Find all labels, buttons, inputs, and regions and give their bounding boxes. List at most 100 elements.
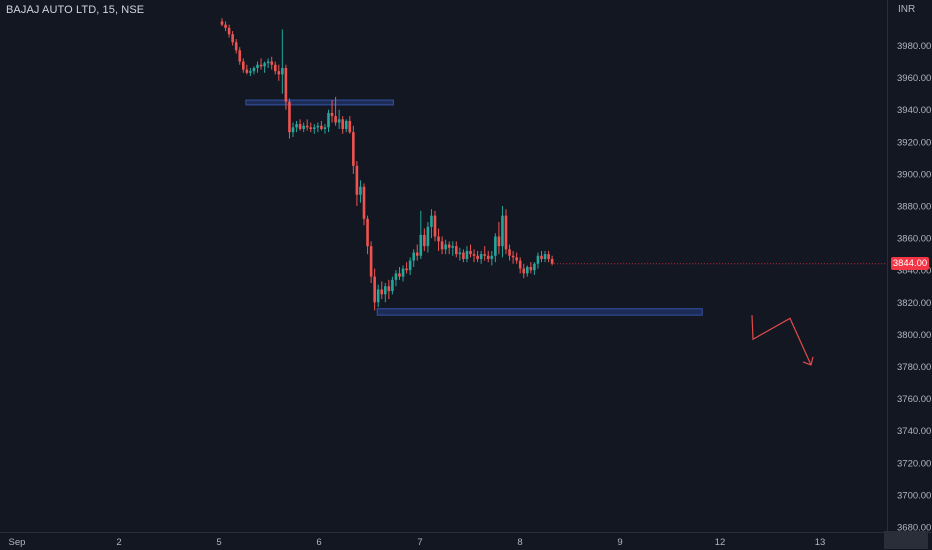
candle-body — [394, 273, 398, 280]
price-tick-label: 3900.00 — [897, 169, 931, 180]
price-axis[interactable]: 3980.00 3960.00 3940.00 3920.00 3900.00 3880.… — [897, 41, 931, 534]
candle-body — [423, 234, 426, 247]
candle-body — [252, 67, 256, 72]
candle — [405, 262, 408, 274]
candle-body — [380, 289, 384, 295]
zone-upper — [245, 99, 394, 106]
candle — [291, 122, 295, 137]
axis-settings-button[interactable] — [884, 531, 928, 549]
candle-body — [305, 125, 309, 128]
candle-body — [440, 241, 444, 250]
candle — [334, 96, 337, 126]
time-tick-label: 7 — [417, 537, 422, 548]
candle-body — [266, 61, 270, 64]
candle-body — [341, 119, 344, 129]
candle — [426, 222, 430, 253]
candle-body — [408, 260, 412, 271]
candle — [458, 247, 462, 261]
candle-body — [369, 246, 373, 277]
candle — [316, 122, 320, 133]
projection-arrow — [751, 315, 814, 366]
candle-body — [288, 101, 291, 133]
candle-body — [526, 266, 529, 274]
candle-body — [501, 215, 504, 247]
candle — [313, 124, 316, 134]
candle-body — [384, 286, 387, 295]
candle — [412, 249, 415, 267]
candle — [522, 263, 526, 279]
zone-lower — [376, 308, 703, 316]
candle-body — [224, 24, 227, 28]
price-tick-label: 3780.00 — [897, 362, 931, 373]
price-tick-label: 3800.00 — [897, 330, 931, 341]
candle — [387, 279, 391, 300]
candle-body — [352, 132, 355, 166]
candle-body — [412, 252, 415, 261]
candle-body — [472, 254, 476, 256]
candle-body — [355, 165, 359, 195]
candle-body — [242, 61, 245, 70]
candle — [227, 24, 231, 38]
price-tick-label: 3960.00 — [897, 73, 931, 84]
candle — [249, 67, 252, 76]
candle-body — [437, 236, 440, 242]
candle — [451, 241, 455, 256]
time-tick-label: 9 — [617, 537, 622, 548]
price-tick-label: 3860.00 — [897, 234, 931, 245]
candle-body — [550, 258, 554, 264]
candle — [394, 270, 398, 287]
candle — [220, 18, 224, 27]
candle-body — [298, 124, 302, 129]
candle — [462, 249, 465, 263]
candle — [277, 64, 281, 81]
candle — [536, 252, 540, 269]
candle-body — [249, 71, 252, 73]
price-tick-label: 3700.00 — [897, 490, 931, 501]
candle-body — [426, 226, 430, 247]
candle — [430, 209, 433, 239]
candle-body — [295, 124, 298, 128]
candle — [515, 252, 518, 264]
candle-body — [494, 236, 497, 256]
candle — [355, 161, 359, 206]
candle — [305, 119, 309, 131]
time-axis[interactable]: Sep 2 5 6 7 8 9 12 13 — [9, 537, 826, 548]
candle — [266, 58, 270, 68]
candle-body — [476, 255, 479, 259]
candle — [302, 122, 305, 133]
candle-body — [533, 263, 536, 271]
candle — [330, 100, 334, 123]
candle — [543, 250, 547, 263]
candle — [380, 281, 384, 300]
candle-body — [330, 112, 334, 117]
candle — [327, 109, 330, 133]
candle — [401, 265, 405, 282]
candle — [369, 241, 373, 284]
price-tick-label: 3940.00 — [897, 105, 931, 116]
candle-body — [344, 120, 348, 129]
candle — [256, 61, 259, 73]
candle-body — [270, 61, 273, 65]
candle-body — [309, 127, 313, 129]
candle-body — [401, 268, 405, 277]
candle — [476, 250, 479, 263]
candle-body — [337, 119, 341, 123]
candle-body — [522, 268, 526, 274]
candle-body — [479, 254, 483, 259]
candle — [408, 257, 412, 276]
candle — [437, 228, 440, 251]
candle — [508, 244, 511, 261]
candle — [518, 257, 522, 274]
candle-body — [291, 127, 295, 133]
time-tick-label: 2 — [116, 537, 121, 548]
candle — [348, 116, 352, 134]
candle-body — [419, 234, 423, 256]
candle-body — [359, 186, 362, 195]
candle-body — [405, 268, 408, 271]
candle — [376, 284, 380, 308]
candle-body — [540, 255, 543, 259]
candle — [259, 58, 263, 70]
time-tick-label: 12 — [715, 537, 726, 548]
candle — [284, 64, 288, 110]
